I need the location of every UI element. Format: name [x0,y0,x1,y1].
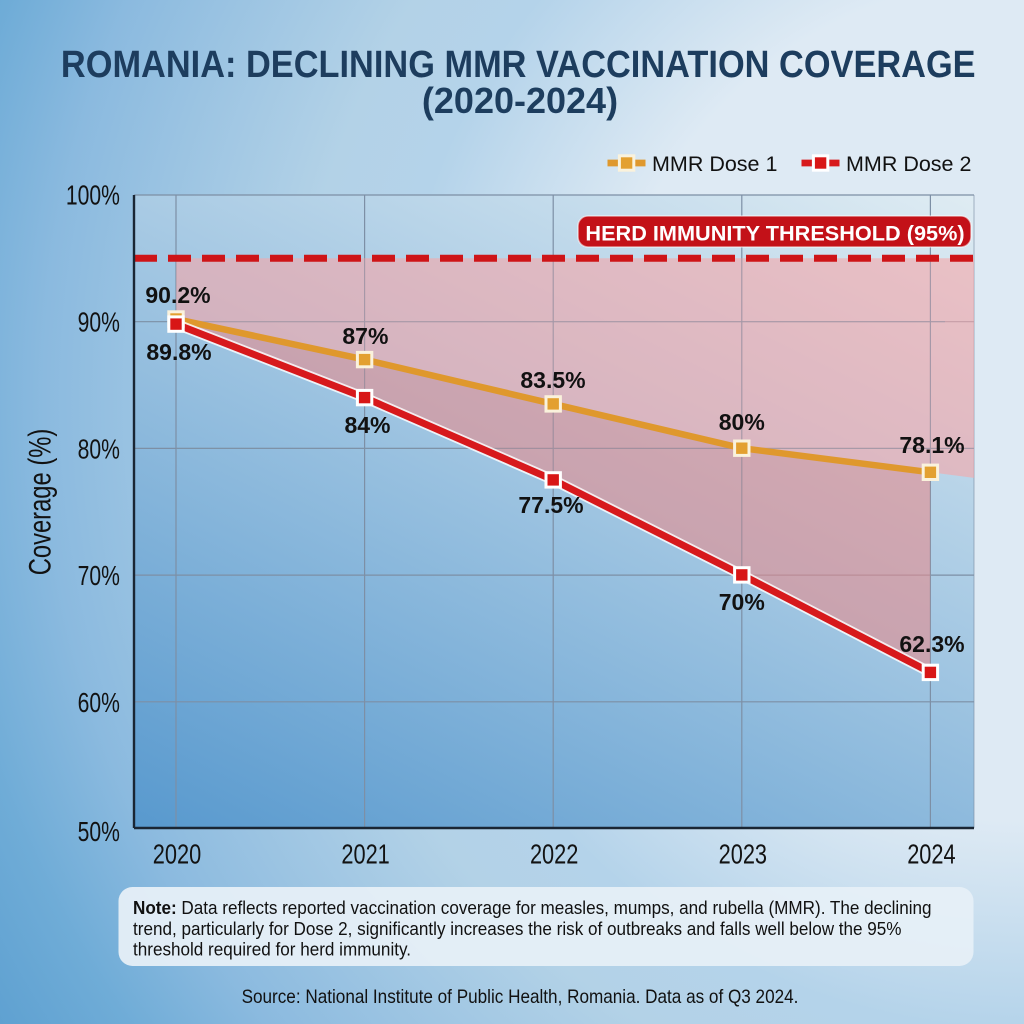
svg-text:threshold required for herd im: threshold required for herd immunity. [133,939,411,960]
svg-text:Source: National Institute of: Source: National Institute of Public Hea… [242,986,799,1007]
svg-text:60%: 60% [78,688,120,718]
svg-text:2021: 2021 [341,839,389,870]
svg-text:2022: 2022 [530,839,578,870]
svg-text:Note: Data reflects reported v: Note: Data reflects reported vaccination… [133,897,932,918]
svg-text:2024: 2024 [907,839,955,870]
svg-text:80%: 80% [719,409,765,435]
svg-text:87%: 87% [342,323,388,349]
svg-text:100%: 100% [66,181,120,211]
svg-text:78.1%: 78.1% [899,432,964,458]
svg-text:trend, particularly for Dose 2: trend, particularly for Dose 2, signific… [133,918,902,939]
svg-text:90%: 90% [78,308,120,338]
svg-text:83.5%: 83.5% [520,367,585,393]
svg-text:2023: 2023 [719,839,767,870]
svg-text:(2020-2024): (2020-2024) [422,80,618,121]
svg-text:MMR Dose 1: MMR Dose 1 [652,152,777,176]
svg-text:70%: 70% [719,589,765,615]
svg-text:2020: 2020 [153,839,201,870]
svg-text:HERD IMMUNITY THRESHOLD (95%): HERD IMMUNITY THRESHOLD (95%) [585,221,964,246]
svg-text:77.5%: 77.5% [518,492,583,518]
svg-text:MMR Dose 2: MMR Dose 2 [846,152,971,176]
svg-text:ROMANIA: DECLINING MMR VACCINA: ROMANIA: DECLINING MMR VACCINATION COVER… [61,42,976,85]
svg-text:62.3%: 62.3% [899,631,964,657]
svg-text:Coverage (%): Coverage (%) [22,429,57,576]
svg-text:84%: 84% [344,412,390,438]
svg-text:89.8%: 89.8% [146,339,211,365]
svg-text:80%: 80% [78,435,120,465]
svg-text:50%: 50% [78,817,120,847]
svg-text:90.2%: 90.2% [145,282,210,308]
svg-text:70%: 70% [78,561,120,591]
